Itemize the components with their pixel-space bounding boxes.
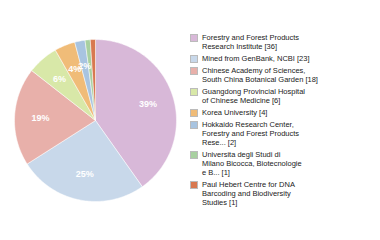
svg-text:19%: 19% [31, 113, 49, 123]
html-text:Forestry and Forest Products R: Forestry and Forest Products Research In… [202, 33, 300, 51]
html-text:Guangdong Provincial Hospital: Guangdong Provincial Hospital of Chinese… [202, 87, 305, 105]
svg-text:6%: 6% [53, 74, 66, 84]
html-text:Chinese Academy of Sciences, S: Chinese Academy of Sciences, South China… [202, 66, 318, 84]
svg-text:25%: 25% [76, 169, 94, 179]
html-text:Mined from GenBank, NCBI [23]: Mined from GenBank, NCBI [23] [202, 54, 310, 63]
html-text:Korea University [4]: Korea University [4] [202, 108, 268, 117]
svg-text:4%: 4% [68, 64, 82, 75]
html-text:Universita degli Studi di Mila: Universita degli Studi di Milano Bicocca… [202, 150, 302, 177]
svg-text:2%: 2% [78, 61, 91, 71]
html-text:Hokkaido Research Center, Fore: Hokkaido Research Center, Forestry and F… [202, 120, 300, 147]
html-text:Paul Hebert Centre for DNA Bar: Paul Hebert Centre for DNA Barcoding and… [202, 180, 295, 207]
svg-text:39%: 39% [139, 99, 157, 109]
